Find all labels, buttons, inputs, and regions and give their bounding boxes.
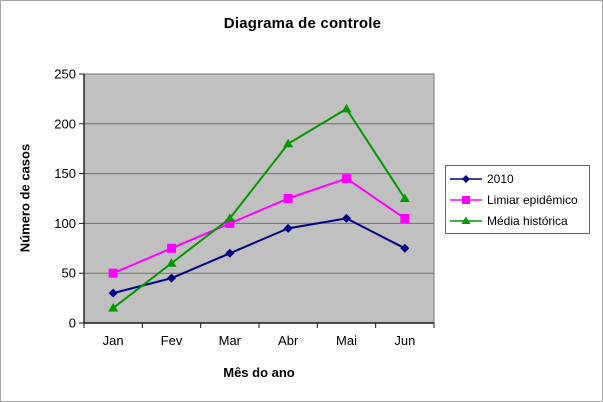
y-axis-title: Número de casos: [17, 143, 33, 253]
series-line-1: [112, 177, 406, 275]
series-0-marker-mar: [225, 248, 235, 258]
legend-item-media-historica: Média histórica: [450, 210, 585, 231]
legend-line-diamond-icon: [450, 174, 482, 183]
series-0-marker-abr: [283, 223, 293, 233]
series-0-marker-jan: [108, 288, 118, 298]
x-tick-label-abr: Abr: [278, 333, 299, 348]
x-tick-label-mai: Mai: [336, 333, 357, 348]
x-tick-label-jun: Jun: [394, 333, 415, 348]
y-tick-label-50: 50: [62, 266, 76, 281]
plot-area: [83, 73, 435, 324]
y-tick-label-200: 200: [54, 116, 76, 131]
series-0-marker-fev: [167, 273, 176, 283]
series-2-marker-jan: [108, 303, 119, 312]
series-1-marker-mai: [342, 174, 351, 184]
x-axis-title: Mês do ano: [223, 365, 295, 380]
series-2-marker-fev: [166, 258, 177, 267]
x-tick-label-jan: Jan: [103, 333, 124, 348]
series-1-marker-mar: [225, 218, 235, 228]
y-tick-label-100: 100: [54, 216, 76, 231]
series-2-marker-mai: [341, 103, 352, 113]
legend-label: Limiar epidêmico: [487, 192, 578, 207]
x-tick-label-fev: Fev: [161, 333, 183, 348]
series-0-marker-mai: [342, 213, 351, 223]
legend-line-triangle-icon: [450, 216, 482, 224]
y-tick-label-0: 0: [69, 316, 76, 331]
series-1-marker-fev: [167, 243, 176, 253]
legend-item-2010: 2010: [450, 168, 585, 189]
legend-item-limiar-epidemico: Limiar epidêmico: [450, 189, 585, 210]
y-tick-label-150: 150: [54, 166, 76, 181]
series-line-0: [112, 217, 406, 295]
y-tick-label-250: 250: [54, 67, 76, 82]
legend-label: 2010: [487, 171, 514, 186]
series-2-marker-abr: [283, 138, 294, 148]
series-1-marker-jun: [400, 213, 410, 223]
series-1-marker-abr: [283, 194, 293, 203]
series-1-marker-jan: [108, 268, 118, 278]
series-0-marker-jun: [400, 243, 410, 253]
legend: 2010 Limiar epidêmico Média histórica: [445, 165, 590, 234]
x-tick-label-mar: Mar: [219, 333, 242, 348]
legend-line-square-icon: [450, 195, 482, 204]
legend-label: Média histórica: [487, 213, 568, 228]
legend-sample-marker-square: [462, 195, 470, 204]
series-line-2: [112, 107, 406, 309]
legend-sample-marker-diamond: [462, 174, 470, 183]
series-2-marker-jun: [399, 193, 410, 202]
legend-sample-marker-triangle: [461, 216, 471, 224]
chart-title: Diagrama de controle: [223, 15, 382, 32]
series-2-marker-mar: [224, 213, 235, 222]
